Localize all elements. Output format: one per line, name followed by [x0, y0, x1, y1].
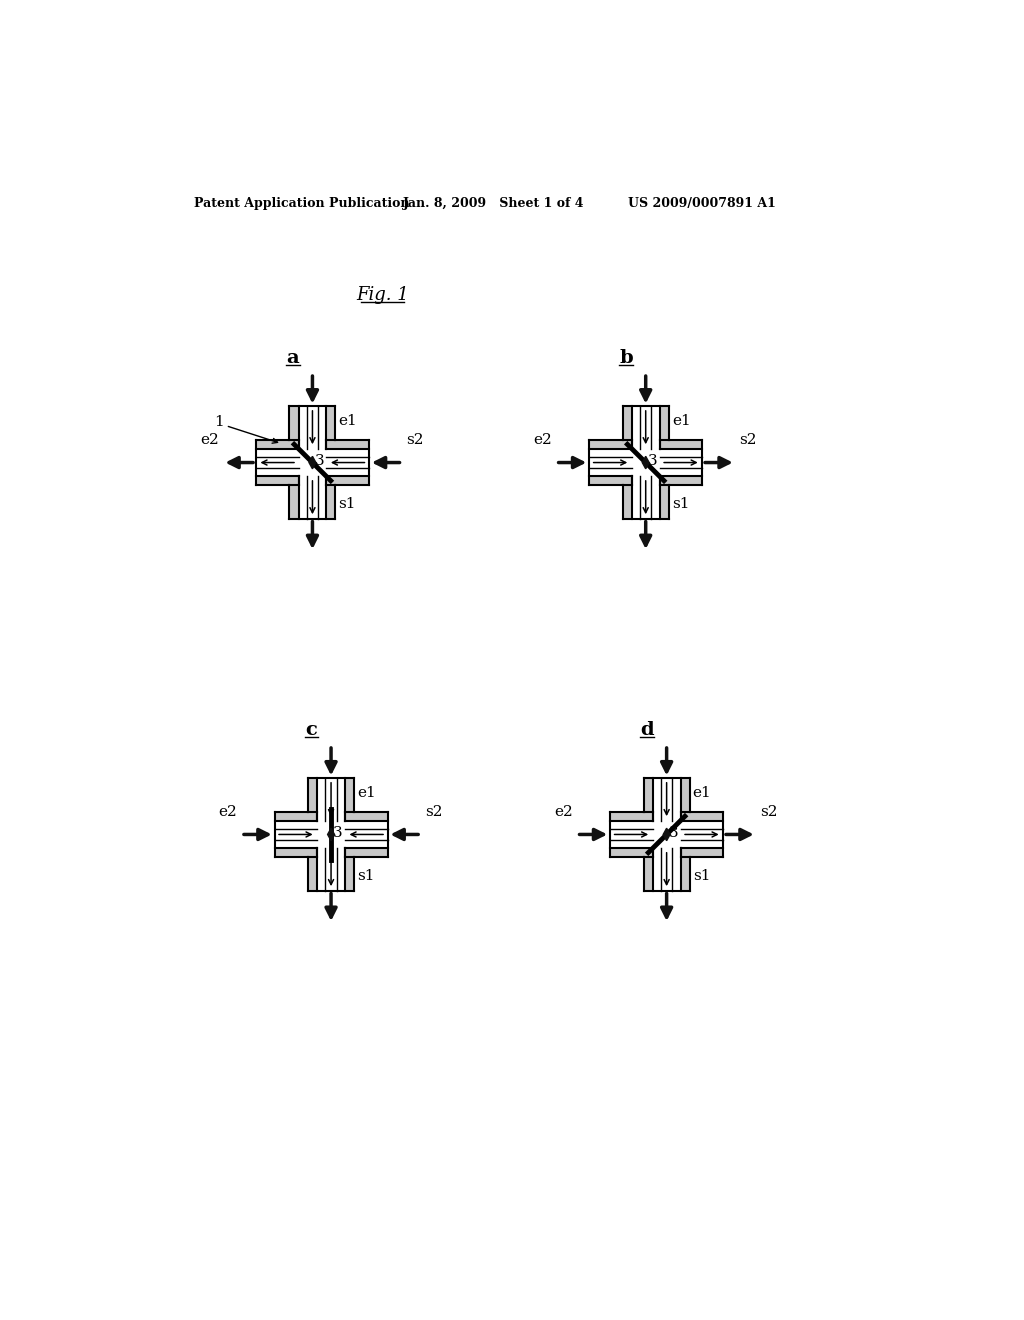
Bar [308, 779, 354, 891]
Text: s1: s1 [693, 869, 711, 883]
Bar [623, 407, 669, 519]
Text: e2: e2 [218, 805, 238, 818]
Text: e2: e2 [200, 433, 218, 447]
Text: US 2009/0007891 A1: US 2009/0007891 A1 [628, 197, 776, 210]
Text: 3: 3 [333, 826, 343, 840]
Text: 3: 3 [669, 826, 678, 840]
Polygon shape [309, 457, 315, 469]
Text: e1: e1 [672, 414, 690, 428]
Bar [274, 821, 387, 849]
Bar [652, 779, 681, 891]
Text: c: c [305, 721, 317, 739]
Polygon shape [328, 828, 335, 841]
Text: s2: s2 [407, 433, 424, 447]
Text: 1: 1 [215, 414, 224, 429]
Bar [256, 449, 369, 477]
Text: e2: e2 [534, 433, 552, 447]
Bar [644, 779, 689, 891]
Text: 3: 3 [314, 454, 325, 469]
Text: e1: e1 [693, 785, 712, 800]
Bar [610, 821, 723, 849]
Text: e1: e1 [339, 414, 357, 428]
Bar [589, 440, 702, 486]
Polygon shape [664, 828, 670, 841]
Text: a: a [287, 348, 299, 367]
Bar [290, 407, 336, 519]
Bar [632, 407, 659, 519]
Text: s2: s2 [761, 805, 778, 818]
Text: Jan. 8, 2009   Sheet 1 of 4: Jan. 8, 2009 Sheet 1 of 4 [403, 197, 585, 210]
Bar [317, 779, 345, 891]
Text: 3: 3 [648, 454, 657, 469]
Text: s1: s1 [339, 498, 356, 511]
Polygon shape [642, 457, 649, 469]
Bar [589, 449, 702, 477]
Text: b: b [620, 348, 633, 367]
Text: s1: s1 [672, 498, 689, 511]
Text: Patent Application Publication: Patent Application Publication [194, 197, 410, 210]
Text: e2: e2 [554, 805, 572, 818]
Text: s2: s2 [739, 433, 757, 447]
Bar [299, 407, 327, 519]
Bar [256, 440, 369, 486]
Text: s2: s2 [425, 805, 442, 818]
Text: s1: s1 [357, 869, 375, 883]
Text: e1: e1 [357, 785, 376, 800]
Bar [610, 812, 723, 857]
Bar [274, 812, 387, 857]
Text: d: d [640, 721, 654, 739]
Text: Fig. 1: Fig. 1 [355, 286, 409, 305]
